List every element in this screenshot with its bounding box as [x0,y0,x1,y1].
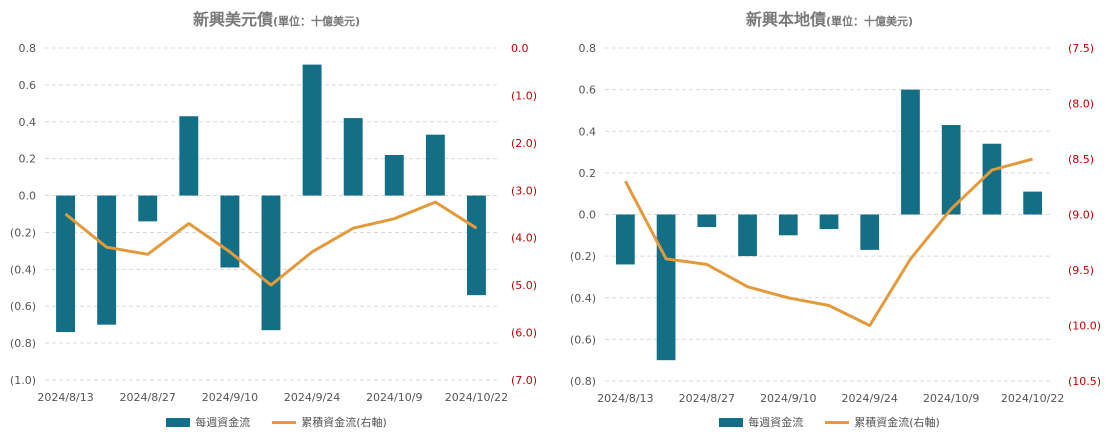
right-axis-tick-label: (7.0) [511,374,537,387]
left-axis-tick-label: (0.6) [570,333,596,346]
right-axis-tick-label: (7.5) [1068,42,1094,55]
x-axis-tick-label: 2024/8/27 [679,392,735,405]
left-axis-tick-label: 0.0 [579,209,597,222]
right-axis-tick-label: (2.0) [511,137,537,150]
line-cumulative-flow [64,200,478,287]
right-axis-tick-label: (6.0) [511,327,537,340]
bar-weekly-flow [97,195,117,325]
chart-legend: 每週資金流 累積資金流(右軸) [553,414,1106,430]
left-axis-tick-label: (0.8) [570,375,596,388]
x-axis-tick-label: 2024/10/22 [1001,392,1064,405]
bar-weekly-flow [343,118,363,196]
chart-panel-usd-bond: 新興美元債(單位：十億美元) 0.8 0.6 0.4 0.2 0.0 (0.2) (0.4)… [0,0,553,438]
legend-item-cumulative: 累積資金流(右軸) [272,414,387,430]
left-axis-tick-label: (1.0) [10,374,36,387]
right-axis-tick-label: 0.0 [511,42,529,55]
chart-legend: 每週資金流 累積資金流(右軸) [0,414,553,430]
line-cumulative-flow [624,157,1033,327]
left-axis-tick-label: 0.8 [19,42,37,55]
left-axis-tick-label: 0.4 [579,125,597,138]
left-axis-tick-label: (0.2) [10,226,36,239]
x-axis-tick-label: 2024/8/13 [37,391,93,404]
right-axis-tick-label: (1.0) [511,89,537,102]
bar-weekly-flow [179,116,199,196]
legend-item-weekly: 每週資金流 [166,414,250,430]
right-axis-tick-label: (5.0) [511,279,537,292]
chart-title-unit: (單位：十億美元) [272,15,361,28]
chart-title-main: 新興本地債 [745,10,826,29]
left-axis-tick-label: (0.4) [570,292,596,305]
bar-weekly-flow [819,214,839,230]
bar-weekly-flow [615,214,635,265]
x-axis-tick-label: 2024/9/10 [202,391,258,404]
chart-title: 新興本地債(單位：十億美元) [553,6,1106,30]
bar-weekly-flow [425,134,445,196]
bar-weekly-flow [656,214,676,361]
chart-panel-local-bond: 新興本地債(單位：十億美元) 0.8 0.6 0.4 0.2 0.0 (0.2) (0.4)… [553,0,1106,438]
left-axis-tick-label: 0.8 [579,42,597,55]
legend-swatch-line [272,420,297,424]
bar-weekly-flow [384,154,404,196]
left-axis-tick-label: (0.6) [10,300,36,313]
bar-weekly-flow [982,143,1002,215]
right-axis-tick-label: (3.0) [511,184,537,197]
left-axis-tick-label: 0.2 [19,153,37,166]
legend-swatch-bar [719,417,744,427]
bar-weekly-flow [860,214,880,250]
chart-plot-local-bond: 0.8 0.6 0.4 0.2 0.0 (0.2) (0.4) (0.6) (0.8) (7.5)… [570,42,1101,405]
right-axis-tick-label: (8.5) [1068,153,1094,166]
left-axis-tick-label: (0.4) [10,263,36,276]
x-axis-tick-label: 2024/8/27 [120,391,176,404]
bar-weekly-flow [302,64,322,196]
bar-weekly-flow [778,214,798,236]
bar-weekly-flow [138,195,158,222]
bar-weekly-flow [738,214,757,257]
right-axis-tick-label: (10.5) [1068,375,1101,388]
right-axis-tick-label: (8.0) [1068,98,1094,111]
chart-title-main: 新興美元債 [192,10,273,29]
left-axis-tick-label: 0.6 [579,84,597,97]
left-axis-tick-label: 0.0 [19,190,37,203]
legend-label-weekly: 每週資金流 [195,416,251,429]
bar-weekly-flow [697,214,717,227]
chart-title-unit: (單位：十億美元) [825,15,914,28]
x-axis-tick-label: 2024/10/9 [923,392,979,405]
x-axis-tick-label: 2024/10/9 [366,391,422,404]
left-axis-tick-label: (0.2) [570,250,596,263]
chart-title: 新興美元債(單位：十億美元) [0,6,553,30]
chart-plot-usd-bond: 0.8 0.6 0.4 0.2 0.0 (0.2) (0.4) (0.6) (0.8) (1.0)… [10,42,537,404]
legend-item-weekly: 每週資金流 [719,414,803,430]
x-axis-tick-label: 2024/9/10 [760,392,816,405]
left-axis-tick-label: 0.2 [579,167,597,180]
bar-weekly-flow [261,195,281,331]
x-axis-tick-label: 2024/10/22 [445,391,508,404]
bar-weekly-flow [467,195,486,296]
legend-swatch-line [825,420,850,424]
right-axis-tick-label: (9.0) [1068,209,1094,222]
bar-weekly-flow [1023,191,1043,215]
left-axis-tick-label: 0.6 [19,79,37,92]
legend-item-cumulative: 累積資金流(右軸) [825,414,940,430]
bar-weekly-flow [56,195,75,333]
legend-label-cumulative: 累積資金流(右軸) [854,416,940,429]
x-axis-tick-label: 2024/9/24 [284,391,340,404]
x-axis-tick-label: 2024/8/13 [597,392,653,405]
right-axis-tick-label: (10.0) [1068,320,1101,333]
right-axis-tick-label: (9.5) [1068,264,1094,277]
right-axis-tick-label: (4.0) [511,232,537,245]
legend-label-cumulative: 累積資金流(右軸) [301,416,387,429]
legend-label-weekly: 每週資金流 [748,416,804,429]
bar-weekly-flow [901,89,920,215]
left-axis-tick-label: 0.4 [19,116,37,129]
x-axis-tick-label: 2024/9/24 [842,392,898,405]
bar-weekly-flow [941,125,961,215]
left-axis-tick-label: (0.8) [10,337,36,350]
legend-swatch-bar [166,417,191,427]
